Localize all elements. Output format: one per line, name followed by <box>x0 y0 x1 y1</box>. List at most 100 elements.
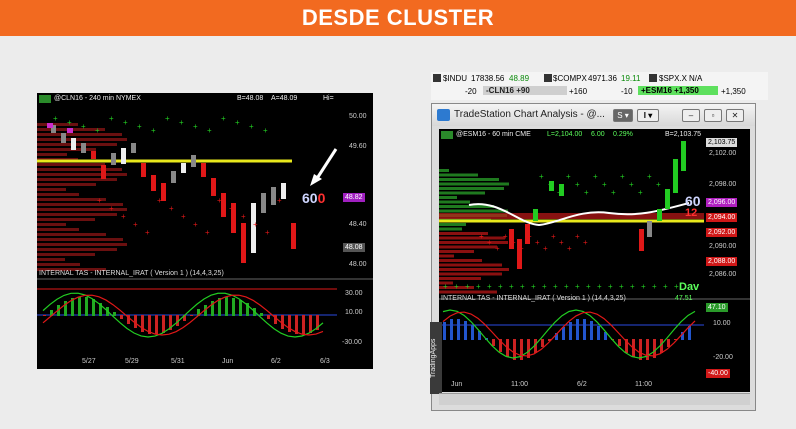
date-label: 11:00 <box>635 381 652 388</box>
volume-profile-bar <box>439 263 502 267</box>
green-marker: + <box>652 282 657 291</box>
last-price: L=2,104.00 <box>547 131 583 138</box>
candlestick <box>517 239 522 269</box>
spx-label: $SPX.X <box>659 74 688 83</box>
date-label: Jun <box>222 358 234 365</box>
candlestick <box>71 138 76 150</box>
volume-profile-bar <box>37 213 117 216</box>
volume-profile-bar <box>37 243 127 246</box>
candlestick <box>251 203 256 253</box>
price-tag: 2,094.00 <box>706 213 738 222</box>
green-marker: + <box>553 282 558 291</box>
symbol-header: @ESM16 - 60 min CME <box>456 131 531 138</box>
volume-profile-bar <box>37 223 66 226</box>
date-label: 5/29 <box>125 358 139 365</box>
red-marker: + <box>575 232 580 241</box>
price-label: 2,102.00 <box>709 150 737 157</box>
symbol-link-button[interactable]: S ▾ <box>613 109 633 122</box>
candlestick <box>681 141 686 171</box>
green-marker: + <box>542 282 547 291</box>
histogram-bar <box>211 301 214 316</box>
candlestick <box>201 163 206 177</box>
histogram-bar <box>646 339 649 360</box>
window-titlebar[interactable]: TradeStation Chart Analysis - @... S ▾ I… <box>432 104 755 126</box>
pct-change: 0.29% <box>613 131 633 138</box>
crude-oil-chart-graphics: + + + + + + + + + + + + + + + + + + + + + + + + + + + + + + + + <box>37 114 373 338</box>
bid-label: B=48.08 <box>237 95 264 102</box>
histogram-bar <box>176 315 179 326</box>
red-marker: + <box>265 228 270 237</box>
volume-profile-bar <box>37 268 106 271</box>
date-label: 11:00 <box>511 381 528 388</box>
volume-profile-bar <box>439 254 454 258</box>
histogram-bar <box>141 315 144 332</box>
oscillator-line <box>42 292 324 338</box>
bid-label: B=2,103.75 <box>665 131 702 138</box>
volume-profile-bar <box>37 208 127 211</box>
volume-profile-bar <box>37 138 127 141</box>
histogram-bar <box>295 315 298 334</box>
histogram-bar <box>148 315 151 334</box>
candlestick <box>221 193 226 217</box>
green-marker: + <box>67 118 72 127</box>
tradingapps-tab[interactable]: TradingApps <box>430 322 442 394</box>
compx-change: 19.11 <box>621 74 641 83</box>
green-marker: + <box>53 114 58 123</box>
green-marker: + <box>498 282 503 291</box>
green-marker: + <box>539 172 544 181</box>
es-position-box[interactable]: +ESM16 +1,350 <box>638 86 718 95</box>
volume-profile-bar <box>37 153 67 156</box>
horizontal-scrollbar[interactable] <box>439 393 750 405</box>
minimize-button[interactable]: ‒ <box>682 109 700 122</box>
histogram-bar <box>674 339 677 340</box>
candlestick <box>61 133 66 143</box>
volume-profile-bar <box>37 258 65 261</box>
histogram-bar <box>204 305 207 316</box>
volume-profile-bar <box>439 281 453 285</box>
histogram-bar <box>625 339 628 353</box>
green-marker: + <box>263 126 268 135</box>
volume-profile-bar <box>37 188 66 191</box>
es-chart[interactable]: + + + + + + + + + + + + + + + + + + + + + + + + + + + + + + + + + + + + + + + +… <box>439 129 750 392</box>
candlestick <box>101 165 106 179</box>
volume-profile-bar <box>439 232 488 235</box>
green-marker: + <box>630 282 635 291</box>
volume-profile-bar <box>37 218 95 221</box>
histogram-bar <box>597 326 600 340</box>
volume-profile-bar <box>37 178 117 181</box>
candlestick <box>673 159 678 193</box>
histogram-bar <box>288 315 291 332</box>
volume-profile-bar <box>439 236 505 240</box>
date-label: 5/27 <box>82 358 96 365</box>
volume-profile-bar <box>37 123 78 126</box>
green-marker: + <box>465 282 470 291</box>
overlay-number-red: 12 <box>685 207 698 219</box>
volume-profile-bar <box>439 209 508 213</box>
green-marker: + <box>597 282 602 291</box>
price-tag-current: 48.82 <box>343 193 365 202</box>
histogram-bar <box>569 322 572 340</box>
price-tag: 2,088.00 <box>706 257 738 266</box>
indicator-button[interactable]: I ▾ <box>637 109 659 122</box>
indicator-value: 47.51 <box>675 295 693 302</box>
histogram-bar <box>85 297 88 316</box>
volume-profile-bar <box>37 263 80 266</box>
volume-profile-bar <box>37 133 122 136</box>
maximize-button[interactable]: ▫ <box>704 109 722 122</box>
histogram-bar <box>534 339 537 353</box>
price-label: 2,090.00 <box>709 243 737 250</box>
volume-profile-bar <box>37 233 106 236</box>
cl-position-box[interactable]: -CLN16 +90 <box>483 86 567 95</box>
histogram-bar <box>309 315 312 333</box>
red-marker: + <box>181 212 186 221</box>
volume-profile-bar <box>439 187 504 190</box>
price-label: 48.40 <box>349 221 367 228</box>
volume-profile-bar <box>439 227 462 231</box>
indicator-label: 10.00 <box>713 320 731 327</box>
crude-oil-chart[interactable]: + + + + + + + + + + + + + + + + + + + + + + + + + + + + + + + + @CLN16 … <box>37 93 373 369</box>
histogram-bar <box>499 339 502 352</box>
close-button[interactable]: ✕ <box>726 109 744 122</box>
histogram-bar <box>457 319 460 340</box>
histogram-bar <box>260 313 263 316</box>
candlestick <box>141 163 146 177</box>
